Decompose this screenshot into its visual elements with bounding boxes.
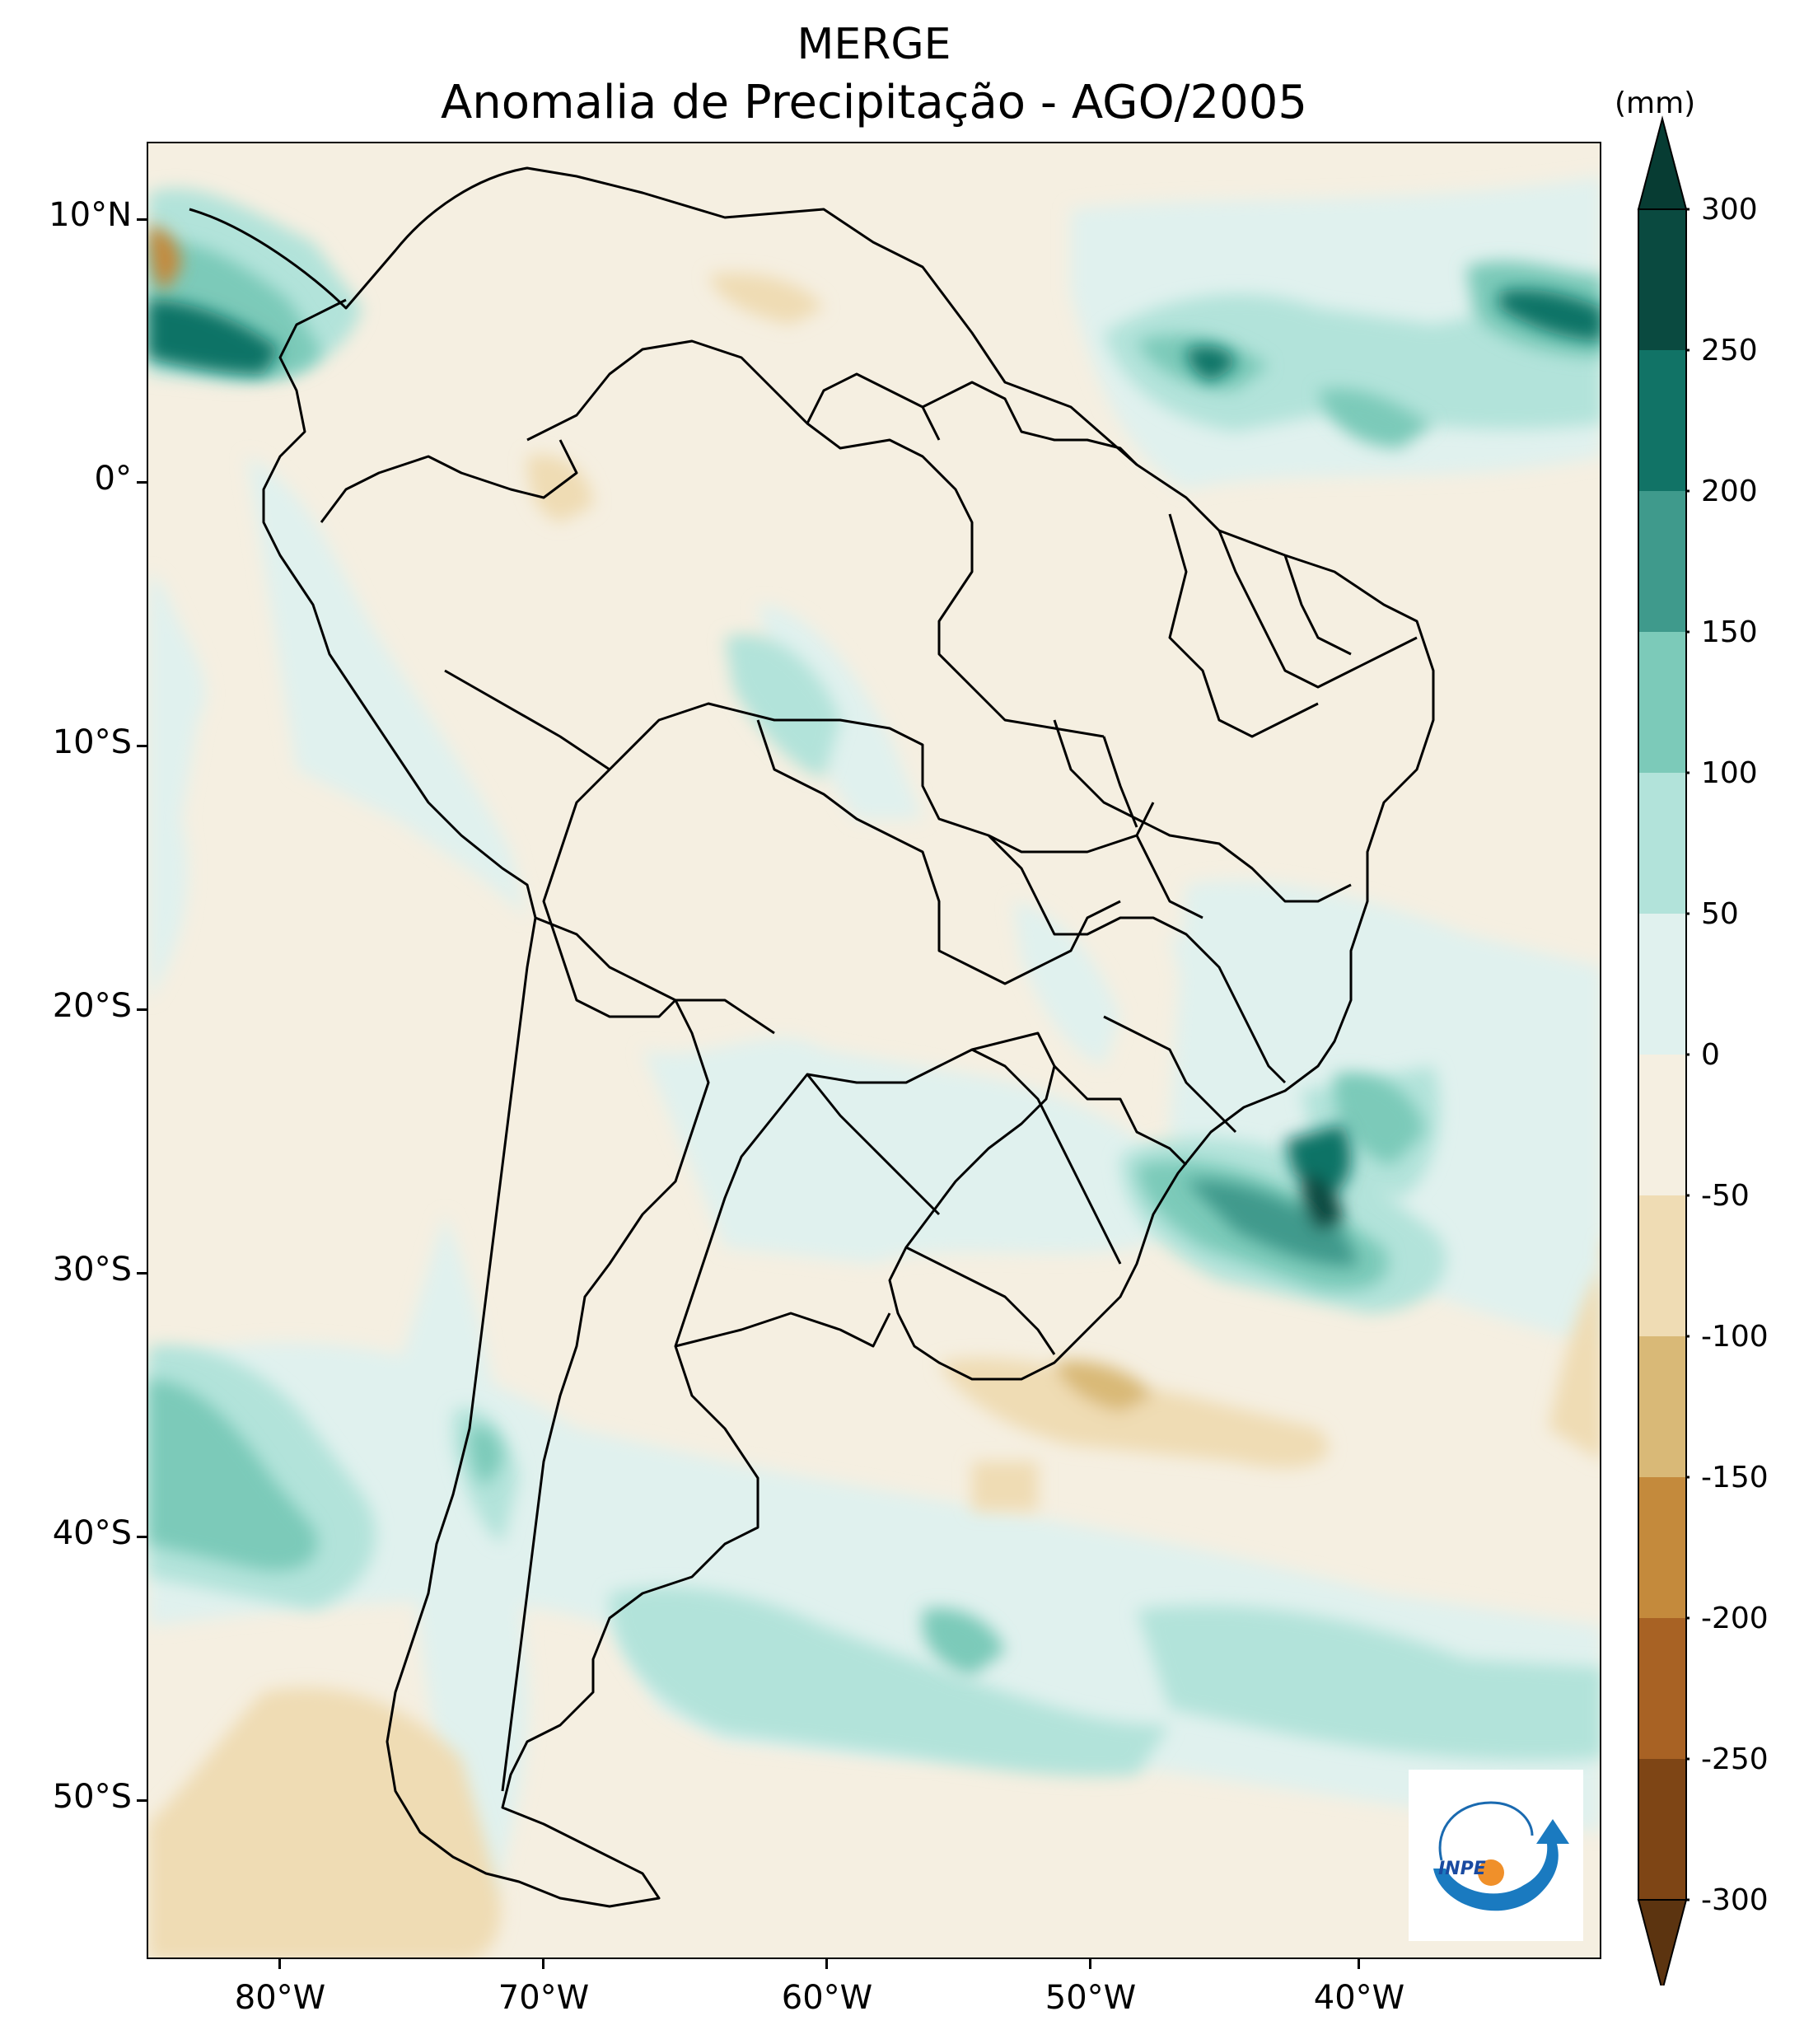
- colorbar-label: -50: [1701, 1179, 1750, 1213]
- x-tick-label: 60°W: [781, 1979, 873, 2017]
- colorbar-unit: (mm): [1615, 87, 1696, 120]
- chart-title: MERGE: [797, 20, 951, 69]
- colorbar-band: [1638, 1055, 1686, 1195]
- map-panel: [147, 142, 1601, 1959]
- y-tick-label: 40°S: [52, 1514, 132, 1552]
- colorbar-band: [1638, 1195, 1686, 1336]
- colorbar: [1637, 115, 1689, 1986]
- y-tick-mark: [137, 1536, 147, 1538]
- colorbar-label: 250: [1701, 334, 1758, 367]
- colorbar-label: -100: [1701, 1320, 1769, 1354]
- y-tick-label: 20°S: [52, 987, 132, 1025]
- colorbar-label: 200: [1701, 475, 1758, 508]
- y-tick-mark: [137, 218, 147, 221]
- chart-subtitle: Anomalia de Precipitação - AGO/2005: [440, 76, 1308, 129]
- colorbar-band: [1638, 914, 1686, 1055]
- y-tick-label: 0°: [94, 460, 132, 498]
- colorbar-bands: [1637, 115, 1688, 1986]
- x-tick-label: 50°W: [1045, 1979, 1137, 2017]
- colorbar-band: [1638, 632, 1686, 773]
- colorbar-label: 100: [1701, 756, 1758, 790]
- colorbar-label: -200: [1701, 1602, 1769, 1635]
- colorbar-band: [1638, 1759, 1686, 1900]
- colorbar-band: [1638, 350, 1686, 491]
- y-tick-mark: [137, 1272, 147, 1275]
- precipitation-anomaly-map: [148, 143, 1600, 1957]
- y-tick-mark: [137, 745, 147, 747]
- inpe-logo-graphic: [1433, 1801, 1569, 1911]
- y-tick-label: 50°S: [52, 1778, 132, 1816]
- anomaly-150-250: [148, 289, 1600, 1266]
- colorbar-label: -150: [1701, 1461, 1769, 1494]
- colorbar-band: [1638, 773, 1686, 914]
- y-tick-mark: [137, 1799, 147, 1802]
- y-tick-mark: [137, 481, 147, 484]
- inpe-logo: INPE: [1409, 1770, 1583, 1941]
- colorbar-label: -300: [1701, 1883, 1769, 1917]
- coastline-borders: [189, 166, 1435, 1908]
- colorbar-extend-top: [1637, 115, 1688, 210]
- y-tick-mark: [137, 1008, 147, 1011]
- x-tick-label: 80°W: [234, 1979, 326, 2017]
- x-tick-mark: [542, 1959, 544, 1969]
- colorbar-band: [1638, 1618, 1686, 1759]
- colorbar-band: [1638, 209, 1686, 350]
- x-tick-mark: [1358, 1959, 1360, 1969]
- x-tick-mark: [278, 1959, 281, 1969]
- x-tick-mark: [825, 1959, 828, 1969]
- colorbar-tick-marks: [1686, 208, 1689, 1901]
- y-tick-label: 10°N: [49, 196, 132, 234]
- colorbar-label: 300: [1701, 193, 1758, 227]
- colorbar-band: [1638, 1336, 1686, 1477]
- y-tick-label: 10°S: [52, 723, 132, 761]
- logo-text: INPE: [1438, 1859, 1486, 1879]
- x-tick-label: 40°W: [1313, 1979, 1405, 2017]
- colorbar-label: 150: [1701, 615, 1758, 649]
- colorbar-label: 0: [1701, 1038, 1720, 1072]
- colorbar-band: [1638, 491, 1686, 632]
- x-tick-label: 70°W: [498, 1979, 590, 2017]
- colorbar-extend-bottom: [1637, 1899, 1688, 1986]
- y-tick-label: 30°S: [52, 1251, 132, 1289]
- x-tick-mark: [1089, 1959, 1091, 1969]
- colorbar-label: 50: [1701, 897, 1739, 931]
- colorbar-band: [1638, 1477, 1686, 1618]
- colorbar-label: -250: [1701, 1742, 1769, 1776]
